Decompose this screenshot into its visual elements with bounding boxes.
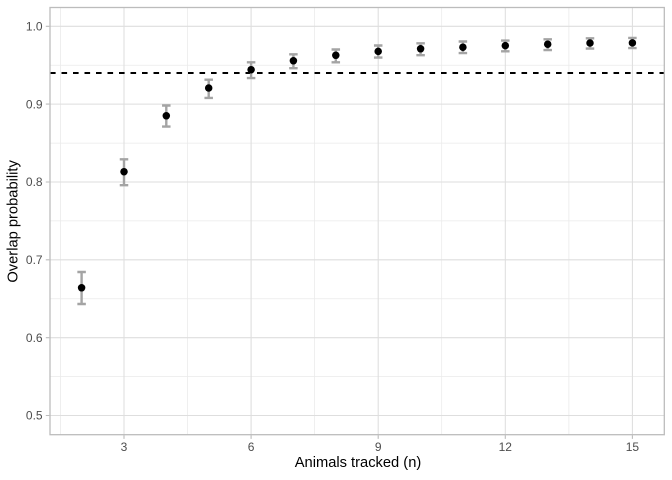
svg-text:0.9: 0.9: [26, 97, 43, 111]
svg-text:9: 9: [375, 440, 382, 454]
svg-text:Animals tracked (n): Animals tracked (n): [295, 455, 422, 471]
svg-text:0.6: 0.6: [26, 331, 43, 345]
svg-text:15: 15: [626, 440, 640, 454]
svg-text:3: 3: [121, 440, 128, 454]
svg-text:1.0: 1.0: [26, 20, 43, 34]
svg-text:6: 6: [248, 440, 255, 454]
svg-text:12: 12: [499, 440, 513, 454]
svg-text:0.5: 0.5: [26, 409, 43, 423]
svg-text:Overlap probability: Overlap probability: [5, 160, 21, 283]
svg-text:0.8: 0.8: [26, 175, 43, 189]
svg-text:0.7: 0.7: [26, 253, 43, 267]
